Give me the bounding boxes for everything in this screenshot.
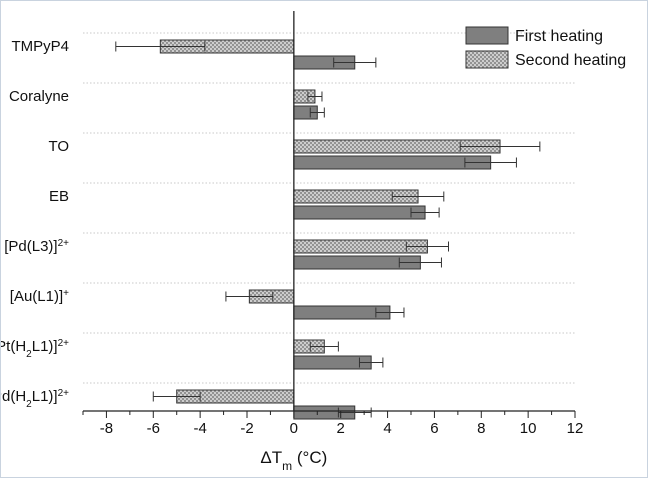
x-axis-title: ΔTm (°C) [260, 448, 327, 473]
category-label: [Pt(H2L1)]2+ [1, 338, 69, 360]
legend-swatch [465, 26, 509, 45]
x-tick-label: 4 [383, 420, 391, 437]
x-tick-label: 10 [520, 420, 537, 437]
x-tick-label: -8 [100, 420, 113, 437]
category-label: Coralyne [9, 88, 69, 105]
legend-swatch [465, 50, 509, 69]
category-labels: TMPyP4 Coralyne TO EB [Pd(L3)]2+ [Au(L1)]+ [Pt… [0, 38, 69, 410]
category-label: TMPyP4 [11, 38, 69, 55]
legend: First heating Second heating [465, 26, 626, 69]
error-bars [115, 41, 541, 418]
legend-label: First heating [515, 28, 603, 45]
gridlines [83, 32, 575, 384]
x-tick-label: 0 [290, 420, 298, 437]
category-label: [Au(L1)]+ [10, 288, 69, 306]
bar-first-heating [293, 205, 426, 220]
category-label: EB [49, 188, 69, 205]
category-label: [Pd(L3)]2+ [4, 238, 69, 256]
category-label: TO [48, 138, 69, 155]
x-tick-label: -2 [240, 420, 253, 437]
x-tick-label: 8 [477, 420, 485, 437]
legend-label: Second heating [515, 52, 626, 69]
x-tick-label: 12 [567, 420, 584, 437]
x-axis: -8 -6 -4 -2 0 2 4 6 8 10 12 [82, 11, 584, 437]
x-tick-label: -6 [147, 420, 160, 437]
bar-first-heating [293, 155, 492, 170]
x-tick-label: 6 [430, 420, 438, 437]
x-tick-label: -4 [193, 420, 206, 437]
x-tick-label: 2 [337, 420, 345, 437]
category-label: [Pd(H2L1)]2+ [1, 388, 69, 410]
bars [159, 39, 501, 420]
